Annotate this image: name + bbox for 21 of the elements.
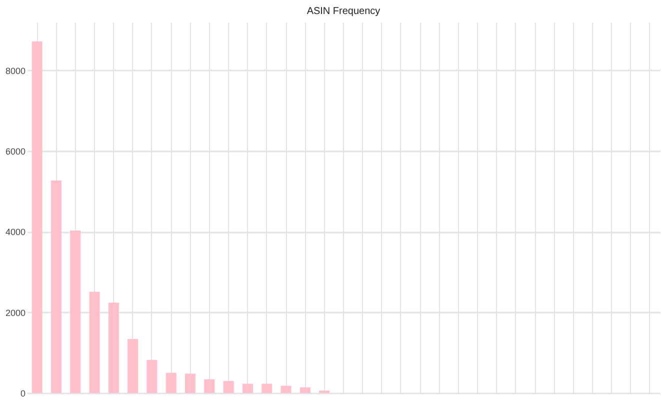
y-tick-label: 4000 bbox=[5, 227, 26, 238]
bar bbox=[223, 380, 234, 393]
bar bbox=[242, 384, 254, 393]
y-tick-label: 0 bbox=[20, 388, 26, 398]
bar bbox=[50, 180, 62, 393]
bar bbox=[128, 338, 138, 393]
y-tick-label: 2000 bbox=[5, 308, 26, 318]
bar bbox=[70, 230, 81, 393]
y-tick-label: 6000 bbox=[5, 146, 26, 157]
bar bbox=[185, 374, 196, 393]
bar bbox=[262, 384, 272, 393]
bar bbox=[89, 292, 100, 393]
bar bbox=[166, 372, 176, 393]
bar bbox=[300, 387, 310, 393]
bar bbox=[146, 360, 158, 393]
bar bbox=[204, 379, 215, 393]
bar bbox=[108, 302, 119, 393]
y-tick-label: 8000 bbox=[5, 66, 26, 76]
bar bbox=[280, 386, 292, 393]
bar bbox=[32, 41, 42, 393]
chart-title: ASIN Frequency bbox=[306, 6, 380, 17]
